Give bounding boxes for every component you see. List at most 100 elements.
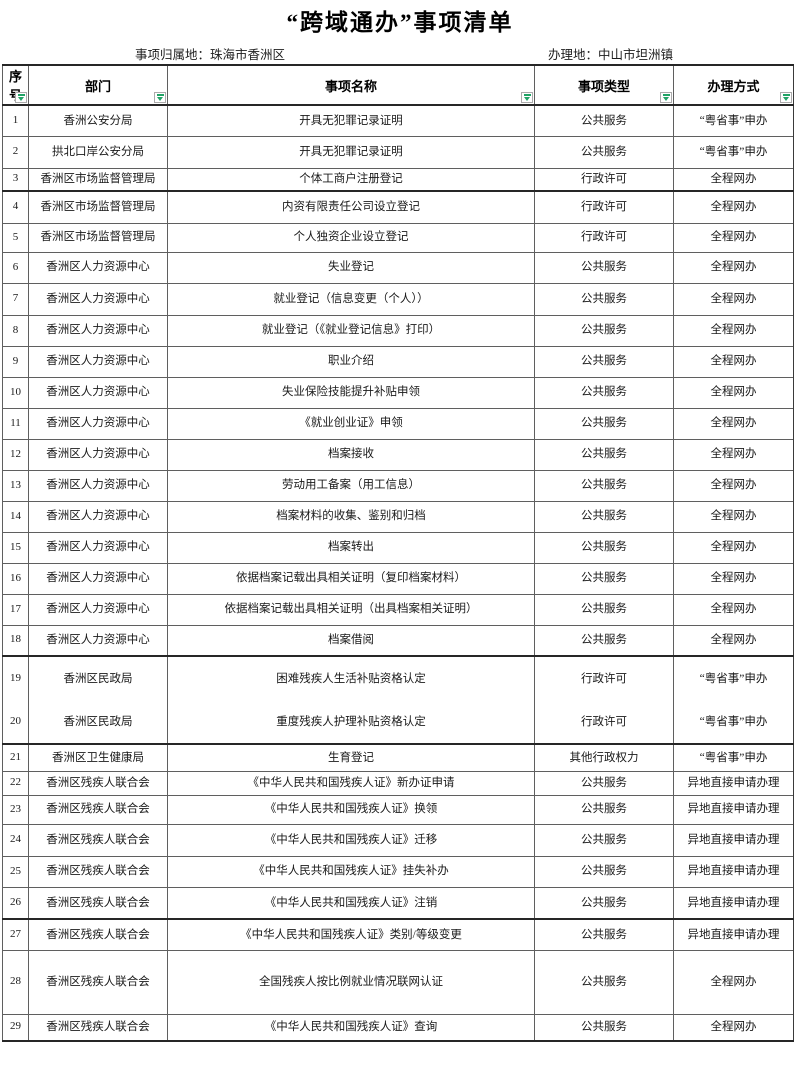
cell-item-name: 《中华人民共和国残疾人证》新办证申请 (167, 770, 535, 795)
cell-method: 异地直接申请办理 (673, 886, 794, 919)
cell-item-type: 公共服务 (534, 251, 674, 283)
cell-item-type: 公共服务 (534, 438, 674, 470)
cell-item-type: 公共服务 (534, 855, 674, 887)
table-row: 13 香洲区人力资源中心 劳动用工备案（用工信息） 公共服务 全程网办 (2, 469, 794, 501)
cell-item-type: 公共服务 (534, 407, 674, 439)
cell-index: 9 (2, 345, 29, 377)
filter-dropdown-icon[interactable] (15, 92, 27, 103)
cell-item-type: 行政许可 (534, 222, 674, 252)
cell-index: 23 (2, 794, 29, 824)
cell-department: 香洲区残疾人联合会 (28, 949, 168, 1014)
cell-item-type: 公共服务 (534, 345, 674, 377)
cell-item-name: 《就业创业证》申领 (167, 407, 535, 439)
table-row: 27 香洲区残疾人联合会 《中华人民共和国残疾人证》类别/等级变更 公共服务 异地直接申… (2, 918, 794, 950)
cell-item-type: 公共服务 (534, 918, 674, 950)
cell-method: “粤省事”申办 (673, 135, 794, 168)
cell-item-name: 劳动用工备案（用工信息） (167, 469, 535, 501)
cell-index: 21 (2, 743, 29, 771)
filter-dropdown-icon[interactable] (521, 92, 533, 103)
table-row: 18 香洲区人力资源中心 档案借阅 公共服务 全程网办 (2, 624, 794, 656)
cell-department: 香洲区人力资源中心 (28, 562, 168, 594)
filter-dropdown-icon[interactable] (780, 92, 792, 103)
cell-item-name: 内资有限责任公司设立登记 (167, 190, 535, 223)
table-row: 1 香洲公安分局 开具无犯罪记录证明 公共服务 “粤省事”申办 (2, 104, 794, 136)
table-row: 6 香洲区人力资源中心 失业登记 公共服务 全程网办 (2, 251, 794, 283)
cell-item-type: 公共服务 (534, 823, 674, 856)
cell-index: 6 (2, 251, 29, 283)
cell-index: 17 (2, 593, 29, 625)
cell-index: 2 (2, 135, 29, 168)
cell-index: 16 (2, 562, 29, 594)
origin-value: 珠海市香洲区 (210, 48, 286, 62)
cell-index: 12 (2, 438, 29, 470)
table-row: 15 香洲区人力资源中心 档案转出 公共服务 全程网办 (2, 531, 794, 563)
handle-location: 办理地：中山市坦洲镇 (548, 44, 673, 63)
cell-item-name: 就业登记（《就业登记信息》打印） (167, 314, 535, 346)
cell-item-type: 公共服务 (534, 949, 674, 1014)
header-row: 序号 部门 事项名称 事项类型 办理方式 (2, 64, 794, 106)
cell-item-type: 公共服务 (534, 135, 674, 168)
cell-department: 香洲区人力资源中心 (28, 500, 168, 532)
table-row: 20 香洲区民政局 重度残疾人护理补贴资格认定 行政许可 “粤省事”申办 (2, 701, 794, 744)
cell-item-name: 开具无犯罪记录证明 (167, 104, 535, 136)
cell-department: 香洲区市场监督管理局 (28, 190, 168, 223)
table-row: 22 香洲区残疾人联合会 《中华人民共和国残疾人证》新办证申请 公共服务 异地直接申请办… (2, 770, 794, 795)
cell-method: 全程网办 (673, 190, 794, 223)
column-header-label: 事项名称 (324, 78, 377, 94)
filter-funnel-glyph (17, 94, 25, 101)
origin-label: 事项归属地： (135, 48, 211, 62)
cell-index: 28 (2, 949, 29, 1014)
cell-item-name: 档案转出 (167, 531, 535, 563)
cell-index: 3 (2, 167, 29, 191)
cell-department: 香洲区残疾人联合会 (28, 823, 168, 856)
table-row: 29 香洲区残疾人联合会 《中华人民共和国残疾人证》查询 公共服务 全程网办 (2, 1013, 794, 1042)
cell-index: 5 (2, 222, 29, 252)
cell-item-name: 《中华人民共和国残疾人证》换领 (167, 794, 535, 824)
cell-method: 异地直接申请办理 (673, 918, 794, 950)
cell-department: 香洲区人力资源中心 (28, 593, 168, 625)
cell-department: 香洲区人力资源中心 (28, 438, 168, 470)
cell-method: “粤省事”申办 (673, 104, 794, 136)
cell-item-name: 《中华人民共和国残疾人证》类别/等级变更 (167, 918, 535, 950)
cell-method: 全程网办 (673, 314, 794, 346)
cell-item-type: 公共服务 (534, 794, 674, 824)
table-row: 16 香洲区人力资源中心 依据档案记载出具相关证明（复印档案材料） 公共服务 全程网办 (2, 562, 794, 594)
table-row: 14 香洲区人力资源中心 档案材料的收集、鉴别和归档 公共服务 全程网办 (2, 500, 794, 532)
cell-item-name: 个人独资企业设立登记 (167, 222, 535, 252)
cell-index: 27 (2, 918, 29, 950)
cell-department: 香洲区人力资源中心 (28, 345, 168, 377)
cell-index: 25 (2, 855, 29, 887)
cell-method: 异地直接申请办理 (673, 855, 794, 887)
table-row: 5 香洲区市场监督管理局 个人独资企业设立登记 行政许可 全程网办 (2, 222, 794, 252)
cell-department: 香洲区人力资源中心 (28, 282, 168, 315)
cell-item-name: 依据档案记载出具相关证明（出具档案相关证明） (167, 593, 535, 625)
cell-method: 全程网办 (673, 407, 794, 439)
cell-method: 全程网办 (673, 167, 794, 191)
filter-dropdown-icon[interactable] (660, 92, 672, 103)
cell-index: 24 (2, 823, 29, 856)
table-row: 12 香洲区人力资源中心 档案接收 公共服务 全程网办 (2, 438, 794, 470)
table-row: 8 香洲区人力资源中心 就业登记（《就业登记信息》打印） 公共服务 全程网办 (2, 314, 794, 346)
cell-index: 13 (2, 469, 29, 501)
cell-department: 香洲区人力资源中心 (28, 376, 168, 408)
handle-label: 办理地： (548, 48, 599, 62)
filter-dropdown-icon[interactable] (154, 92, 166, 103)
cell-department: 香洲区人力资源中心 (28, 407, 168, 439)
cell-item-name: 职业介绍 (167, 345, 535, 377)
cell-item-name: 生育登记 (167, 743, 535, 771)
column-header-item-type: 事项类型 (534, 64, 674, 106)
cell-method: 全程网办 (673, 593, 794, 625)
column-header-department: 部门 (28, 64, 168, 106)
cell-method: 全程网办 (673, 500, 794, 532)
cell-method: “粤省事”申办 (673, 701, 794, 744)
cell-department: 香洲区残疾人联合会 (28, 886, 168, 919)
cell-department: 香洲区民政局 (28, 655, 168, 701)
items-table: 序号部门事项名称事项类型办理方式 1香洲公安分局开具无犯罪记录证明公共服务“粤省… (2, 64, 794, 1042)
cell-method: 全程网办 (673, 949, 794, 1014)
cell-index: 1 (2, 104, 29, 136)
cell-method: 全程网办 (673, 345, 794, 377)
table-row: 19 香洲区民政局 困难残疾人生活补贴资格认定 行政许可 “粤省事”申办 (2, 655, 794, 701)
cell-method: 全程网办 (673, 222, 794, 252)
cell-method: 全程网办 (673, 624, 794, 656)
